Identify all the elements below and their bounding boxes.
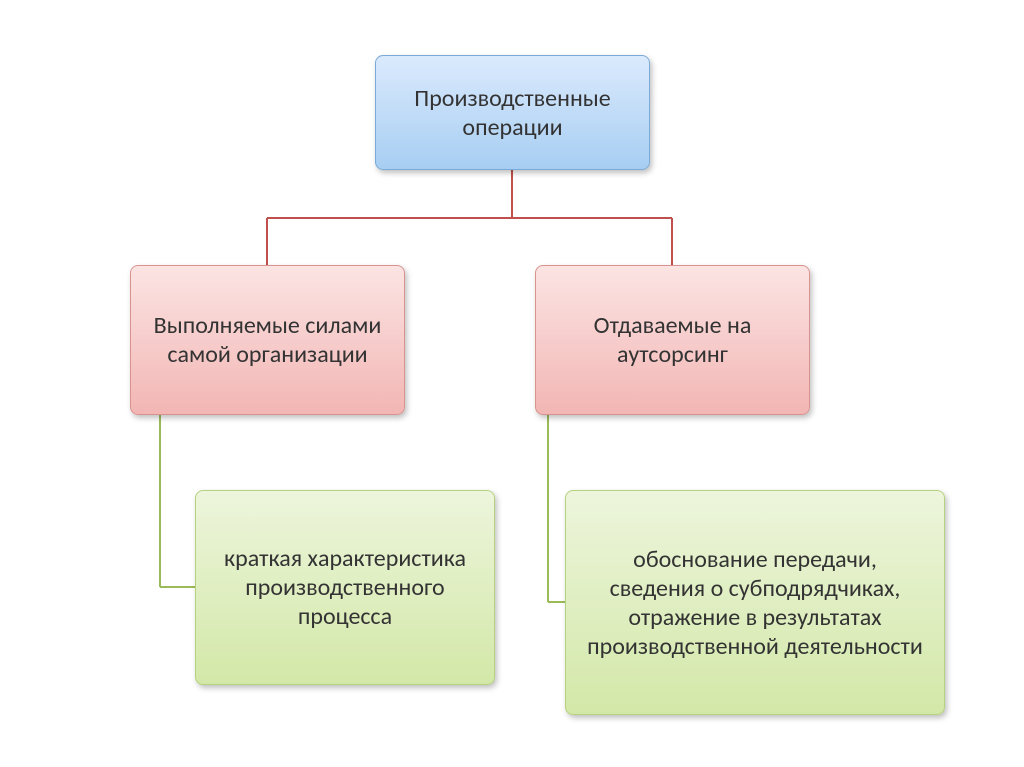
node-right1: Отдаваемые на аутсорсинг <box>535 265 810 415</box>
node-right2-label: обоснование передачи, сведения о субподр… <box>584 545 926 661</box>
node-left2-label: краткая характеристика производственного… <box>214 544 476 631</box>
node-right2: обоснование передачи, сведения о субподр… <box>565 490 945 715</box>
node-left1-label: Выполняемые силами самой организации <box>149 311 386 369</box>
node-root-label: Производственные операции <box>394 84 631 142</box>
node-left2: краткая характеристика производственного… <box>195 490 495 685</box>
node-right1-label: Отдаваемые на аутсорсинг <box>554 311 791 369</box>
node-left1: Выполняемые силами самой организации <box>130 265 405 415</box>
node-root: Производственные операции <box>375 55 650 170</box>
